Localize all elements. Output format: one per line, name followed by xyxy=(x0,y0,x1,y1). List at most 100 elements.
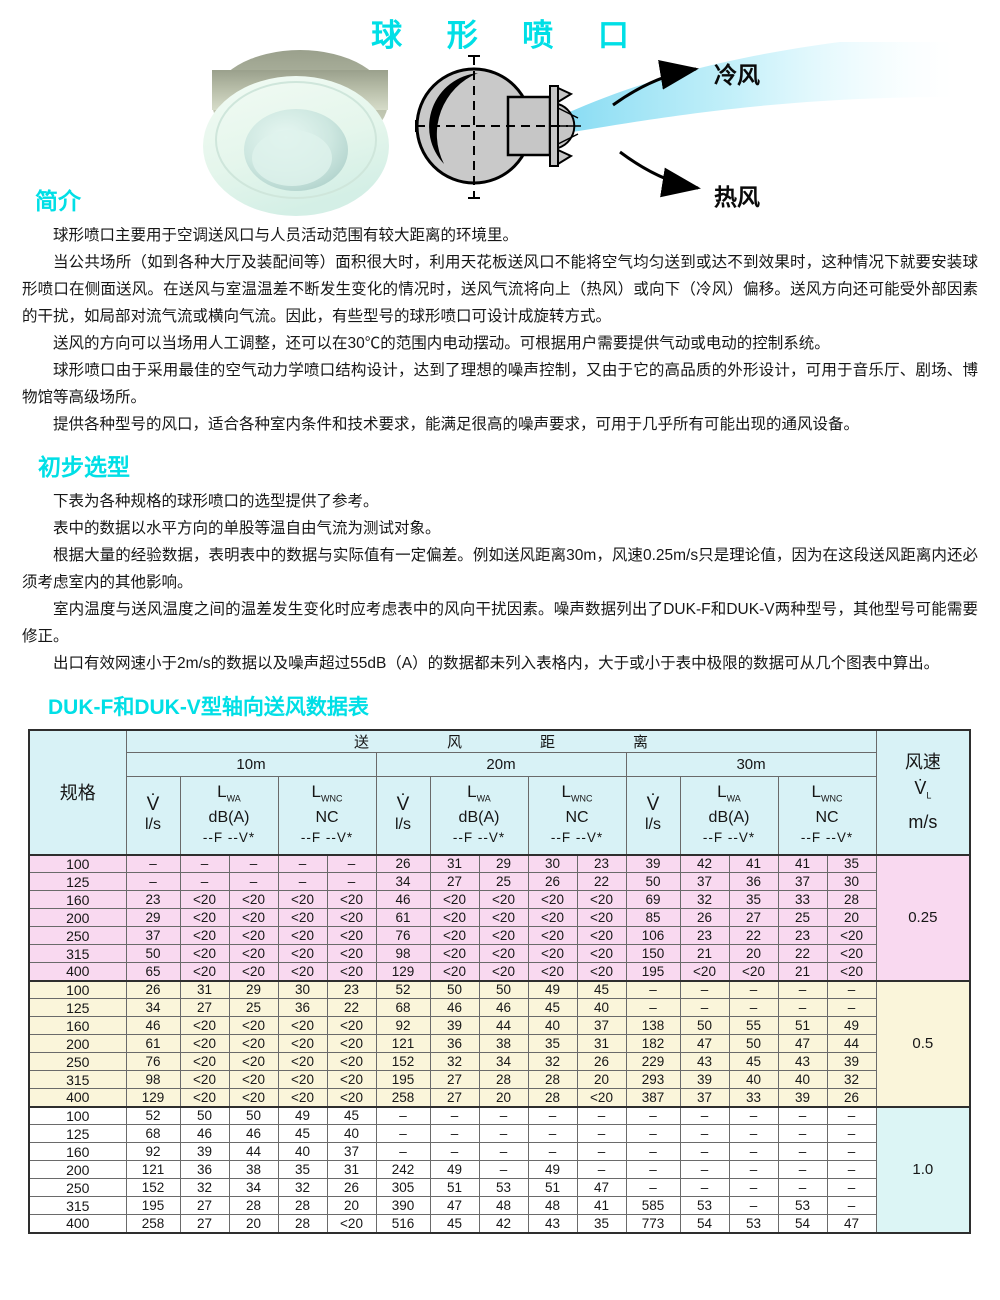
value-cell: 28 xyxy=(277,1214,328,1233)
value-cell: 23 xyxy=(125,890,181,909)
value-cell: 44 xyxy=(228,1142,279,1161)
speed-cell: 0.25 xyxy=(875,853,971,981)
value-cell: – xyxy=(777,1142,828,1161)
value-cell: <20 xyxy=(326,926,377,945)
paragraph: 表中的数据以水平方向的单股等温自由气流为测试对象。 xyxy=(53,520,441,537)
value-cell: 34 xyxy=(228,1178,279,1197)
intro-heading: 简介 xyxy=(35,188,81,214)
value-cell: 37 xyxy=(125,926,181,945)
value-cell: <20 xyxy=(576,1088,627,1107)
paragraph: 根据大量的经验数据，表明表中的数据与实际值有一定偏差。例如送风距离30m，风速0… xyxy=(22,547,978,591)
table-row: 250 152 32 34 32 26 305 51 53 51 47– – – – – xyxy=(28,1178,970,1197)
value-cell: 69 xyxy=(625,890,681,909)
value-cell: 30 xyxy=(826,872,877,891)
value-cell: 258 xyxy=(375,1088,431,1107)
value-cell: – xyxy=(277,853,328,873)
table-row: 400 258 27 20 28 <20 516 45 42 43 35 773 54 53 54 47 xyxy=(28,1214,970,1233)
value-cell: – xyxy=(527,1142,578,1161)
paragraph: 提供各种型号的风口，适合各种室内条件和技术要求，能满足很高的噪声要求，可用于几乎… xyxy=(53,416,860,433)
dba-header: LWA dB(A) --F --V* xyxy=(179,776,279,856)
value-cell: – xyxy=(625,1142,681,1161)
value-cell: – xyxy=(826,1160,877,1179)
table-row: 200 29 <20 <20 <20 <20 61 <20 <20 <20 <20 85 26 27 25 2… xyxy=(28,908,970,927)
spec-cell: 250 xyxy=(28,1178,127,1197)
value-cell: 76 xyxy=(125,1052,181,1071)
cold-air-label: 冷风 xyxy=(714,62,760,88)
value-cell: 20 xyxy=(728,944,779,963)
value-cell: 53 xyxy=(478,1178,529,1197)
spec-cell: 200 xyxy=(28,1034,127,1053)
value-cell: <20 xyxy=(576,926,627,945)
value-cell: – xyxy=(478,1160,529,1179)
value-cell: – xyxy=(826,998,877,1017)
value-cell: 50 xyxy=(125,944,181,963)
value-cell: – xyxy=(826,1196,877,1215)
value-cell: 46 xyxy=(429,998,480,1017)
hot-air-arrow xyxy=(619,150,701,198)
value-cell: 31 xyxy=(429,853,480,873)
value-cell: 27 xyxy=(429,872,480,891)
value-cell: <20 xyxy=(277,890,328,909)
value-cell: 23 xyxy=(576,853,627,873)
nozzle-photo-illustration xyxy=(203,50,389,216)
value-cell: 45 xyxy=(728,1052,779,1071)
value-cell: – xyxy=(826,1105,877,1125)
value-cell: – xyxy=(728,979,779,999)
value-cell: 34 xyxy=(375,872,431,891)
value-cell: <20 xyxy=(228,1088,279,1107)
paragraph: 球形喷口主要用于空调送风口与人员活动范围有较大距离的环境里。 xyxy=(53,227,519,244)
value-cell: 39 xyxy=(826,1052,877,1071)
value-cell: 35 xyxy=(576,1214,627,1233)
value-cell: 28 xyxy=(228,1196,279,1215)
value-cell: <20 xyxy=(576,890,627,909)
table-row: 200 61 <20 <20 <20 <20 121 36 38 35 31 182 47 50 47 44 xyxy=(28,1034,970,1053)
value-cell: 20 xyxy=(228,1214,279,1233)
table-row: 315 50 <20 <20 <20 <20 98 <20 <20 <20 <20 150 21 20 22… xyxy=(28,944,970,963)
value-cell: – xyxy=(679,1142,730,1161)
value-cell: – xyxy=(777,979,828,999)
value-cell: 30 xyxy=(527,853,578,873)
value-cell: – xyxy=(728,1178,779,1197)
value-cell: 40 xyxy=(277,1142,328,1161)
value-cell: 45 xyxy=(277,1124,328,1143)
value-cell: – xyxy=(679,1160,730,1179)
value-cell: 21 xyxy=(679,944,730,963)
value-cell: <20 xyxy=(277,1088,328,1107)
value-cell: 45 xyxy=(429,1214,480,1233)
value-cell: <20 xyxy=(527,926,578,945)
value-cell: <20 xyxy=(228,908,279,927)
value-cell: <20 xyxy=(277,962,328,981)
value-cell: <20 xyxy=(277,1034,328,1053)
value-cell: 48 xyxy=(527,1196,578,1215)
value-cell: <20 xyxy=(429,962,480,981)
value-cell: 26 xyxy=(679,908,730,927)
value-cell: 44 xyxy=(826,1034,877,1053)
table-row: 160 23 <20 <20 <20 <20 46 <20 <20 <20 <20 69 32 35 33 2… xyxy=(28,890,970,909)
value-cell: 27 xyxy=(179,998,230,1017)
value-cell: 52 xyxy=(125,1105,181,1125)
value-cell: 47 xyxy=(826,1214,877,1233)
value-cell: 44 xyxy=(478,1016,529,1035)
value-cell: – xyxy=(625,1178,681,1197)
value-cell: – xyxy=(728,1160,779,1179)
value-cell: 27 xyxy=(429,1088,480,1107)
value-cell: 43 xyxy=(527,1214,578,1233)
value-cell: 42 xyxy=(478,1214,529,1233)
value-cell: 32 xyxy=(277,1178,328,1197)
value-cell: <20 xyxy=(576,944,627,963)
value-cell: 31 xyxy=(576,1034,627,1053)
spec-cell: 400 xyxy=(28,1214,127,1233)
value-cell: <20 xyxy=(527,944,578,963)
value-cell: <20 xyxy=(478,890,529,909)
value-cell: <20 xyxy=(326,1088,377,1107)
value-cell: 121 xyxy=(375,1034,431,1053)
value-cell: <20 xyxy=(228,926,279,945)
value-cell: 39 xyxy=(429,1016,480,1035)
speed-column-header: 风速 V̇L m/s xyxy=(875,729,971,855)
value-cell: 22 xyxy=(576,872,627,891)
value-cell: – xyxy=(326,853,377,873)
value-cell: – xyxy=(375,1124,431,1143)
value-cell: – xyxy=(478,1124,529,1143)
value-cell: – xyxy=(576,1160,627,1179)
value-cell: 36 xyxy=(179,1160,230,1179)
